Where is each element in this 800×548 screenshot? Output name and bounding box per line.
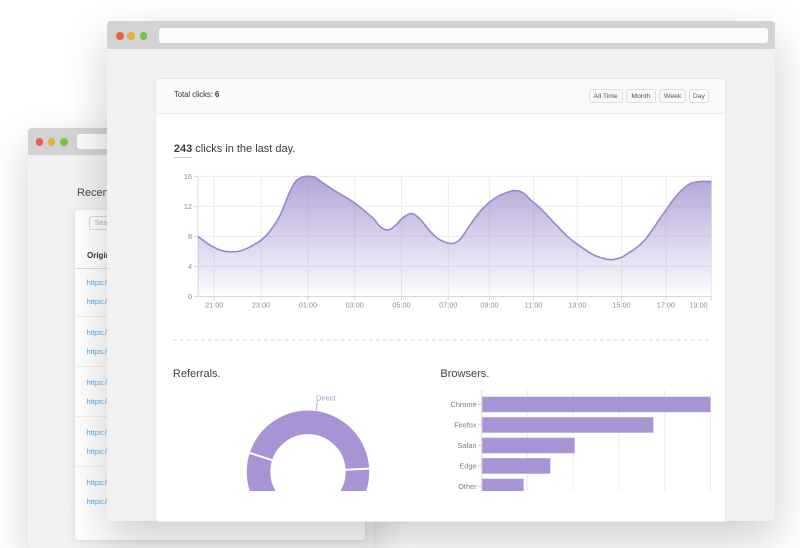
svg-text:03:00: 03:00 — [346, 300, 364, 309]
svg-text:15:00: 15:00 — [612, 300, 630, 309]
svg-text:09:00: 09:00 — [480, 300, 498, 309]
svg-text:8: 8 — [188, 232, 192, 241]
svg-text:19:00: 19:00 — [689, 300, 707, 309]
svg-text:23:00: 23:00 — [252, 300, 270, 309]
svg-text:Chrome: Chrome — [451, 400, 477, 409]
svg-text:16: 16 — [184, 172, 192, 181]
svg-text:05:00: 05:00 — [392, 300, 410, 309]
svg-text:07:00: 07:00 — [439, 300, 457, 309]
svg-text:11:00: 11:00 — [525, 300, 543, 309]
svg-text:4: 4 — [188, 262, 192, 271]
svg-text:Safari: Safari — [457, 441, 476, 450]
svg-text:13:00: 13:00 — [568, 300, 586, 309]
svg-text:Edge: Edge — [459, 462, 476, 471]
svg-text:Firefox: Firefox — [454, 421, 477, 430]
svg-text:Direct: Direct — [316, 393, 337, 402]
svg-text:0: 0 — [188, 292, 192, 301]
svg-text:12: 12 — [184, 202, 192, 211]
svg-text:17:00: 17:00 — [657, 300, 675, 309]
svg-text:21:00: 21:00 — [205, 300, 223, 309]
svg-text:Other: Other — [458, 482, 477, 491]
svg-text:01:00: 01:00 — [299, 300, 317, 309]
